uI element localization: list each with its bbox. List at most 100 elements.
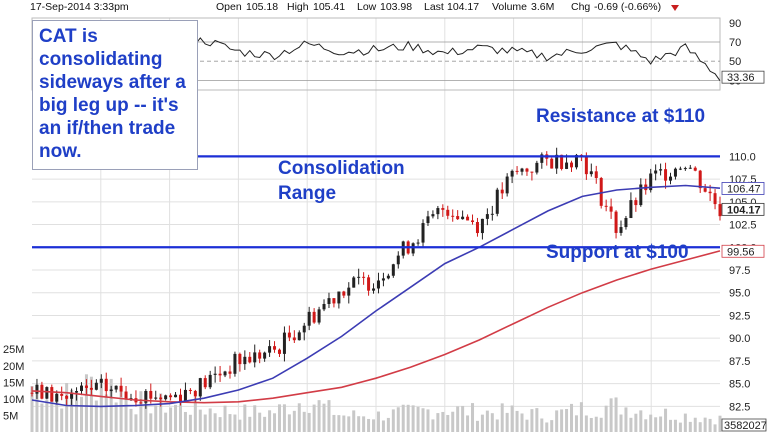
volume-bar: [144, 391, 148, 432]
volume-bar: [475, 420, 479, 432]
price-bar-body: [362, 276, 366, 278]
price-bar-body: [84, 385, 88, 388]
price-bar-body: [213, 373, 217, 375]
price-bar-body: [673, 168, 677, 177]
volume-bar: [594, 416, 598, 432]
price-bar-body: [144, 390, 148, 403]
volume-bar: [485, 410, 489, 432]
volume-bar: [248, 416, 252, 432]
volume-bar: [416, 406, 420, 432]
price-bar-body: [441, 208, 445, 210]
price-tick-label: 97.5: [729, 265, 750, 277]
price-bar-body: [535, 162, 539, 173]
price-tick-label: 92.5: [729, 310, 750, 322]
volume-bar: [287, 414, 291, 432]
price-bar-body: [159, 397, 163, 400]
price-bar-body: [154, 397, 158, 399]
volume-bar: [530, 409, 534, 432]
volume-bar: [669, 419, 673, 432]
volume-bar: [500, 403, 504, 432]
header-chg: -0.69 (-0.66%): [594, 1, 661, 13]
volume-bar: [659, 416, 663, 432]
price-bar-body: [664, 169, 668, 181]
volume-bar: [649, 414, 653, 432]
price-bar-body: [451, 215, 455, 217]
price-bar-body: [282, 332, 286, 354]
volume-bar: [208, 408, 212, 432]
price-tick-label: 85.0: [729, 379, 750, 391]
header-high-label: High: [287, 1, 309, 13]
volume-bar: [198, 409, 202, 432]
price-bar-body: [228, 371, 232, 374]
volume-bar: [347, 416, 351, 432]
volume-tick-label: 10M: [3, 394, 24, 406]
price-bar-body: [94, 382, 98, 390]
volume-bar: [292, 410, 296, 432]
price-bar-body: [208, 374, 212, 388]
volume-bar: [297, 403, 301, 432]
volume-bar: [490, 413, 494, 432]
volume-bar: [40, 403, 44, 432]
price-bar-body: [659, 169, 663, 171]
volume-bar: [258, 412, 262, 432]
volume-bar: [60, 408, 64, 432]
volume-bar: [624, 407, 628, 432]
volume-bar: [698, 422, 702, 432]
price-bar-body: [322, 303, 326, 310]
price-bar-body: [203, 378, 207, 388]
price-bar-body: [639, 184, 643, 206]
volume-bar: [480, 414, 484, 432]
price-bar-body: [619, 227, 623, 233]
volume-bar: [411, 405, 415, 432]
volume-tick-label: 25M: [3, 344, 24, 356]
volume-bar: [619, 414, 623, 432]
volume-bar: [540, 418, 544, 432]
ma200-value-label: 99.56: [727, 246, 755, 258]
volume-bar: [75, 394, 79, 432]
price-bar-body: [277, 349, 281, 354]
header-last: 104.17: [447, 1, 479, 13]
price-bar-body: [312, 311, 316, 323]
volume-bar: [228, 414, 232, 432]
volume-bar: [664, 408, 668, 432]
volume-bar: [406, 404, 410, 432]
ma50-value-tag: [721, 182, 765, 195]
price-bar-body: [698, 170, 702, 189]
price-bar-body: [55, 393, 59, 402]
ma50-line: [31, 184, 721, 408]
support-label: Support at $100: [546, 242, 689, 263]
volume-bar: [367, 418, 371, 432]
volume-bar: [149, 413, 153, 432]
volume-bar: [441, 411, 445, 432]
volume-bar: [30, 386, 34, 432]
price-bar-body: [510, 170, 514, 177]
ma200-line: [31, 250, 721, 404]
price-bar-body: [560, 154, 564, 169]
volume-tick-label: 5M: [3, 410, 18, 422]
volume-bar: [550, 420, 554, 432]
volume-bar: [574, 415, 578, 432]
volume-bar: [525, 419, 529, 432]
price-bar-body: [480, 218, 484, 234]
price-bar-body: [461, 216, 465, 220]
price-bar-body: [372, 288, 376, 291]
volume-bar: [614, 397, 618, 432]
price-bar-body: [198, 378, 202, 397]
price-bar-body: [718, 204, 722, 217]
volume-bar: [708, 418, 712, 432]
price-bar-body: [565, 162, 569, 169]
price-bar-body: [50, 387, 54, 402]
volume-bar: [50, 393, 54, 432]
price-bar-body: [292, 337, 296, 341]
header-high: 105.41: [313, 1, 345, 13]
rsi-value-tag: [721, 70, 765, 84]
volume-bar: [357, 416, 361, 432]
volume-bar: [644, 419, 648, 432]
volume-bar: [584, 415, 588, 432]
price-bar-body: [683, 168, 687, 170]
price-bar-body: [624, 218, 628, 228]
volume-bar: [327, 400, 331, 432]
price-bar-body: [114, 385, 118, 390]
volume-bar: [104, 394, 108, 432]
volume-bar: [570, 403, 574, 432]
